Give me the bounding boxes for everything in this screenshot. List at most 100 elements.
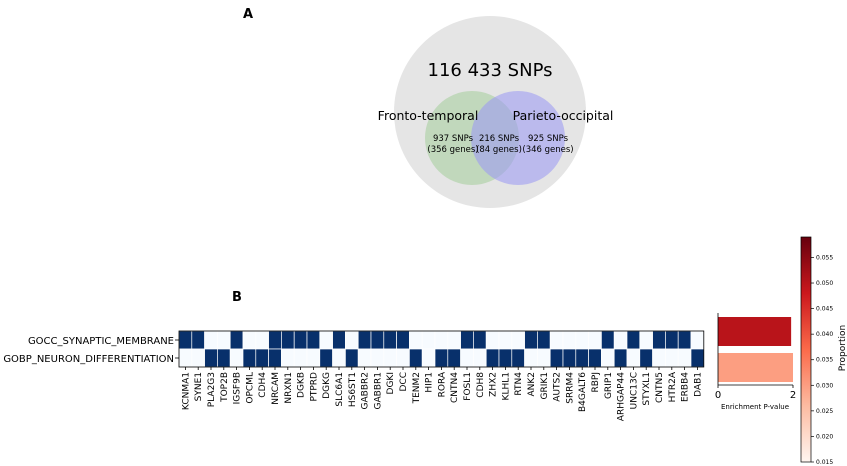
heatmap-cell <box>537 330 551 350</box>
gene-label: PTPRD <box>309 372 319 402</box>
heatmap-cell <box>601 330 615 350</box>
enrichment-x-tick-label: 0 <box>715 390 721 401</box>
gene-label: IGSF9B <box>233 372 243 404</box>
heatmap-cell <box>562 330 577 350</box>
venn-left-genes: (356 genes) <box>427 145 478 155</box>
venn-right-genes: (346 genes) <box>522 145 573 155</box>
venn-total-label: 116 433 SNPs <box>428 60 553 81</box>
gene-label: ZHX2 <box>489 372 499 397</box>
gene-label: HS6ST1 <box>348 372 358 407</box>
gene-label: SYNE1 <box>194 372 204 401</box>
panel-b-label: B <box>232 290 242 305</box>
gene-label: GRIP1 <box>604 372 614 399</box>
heatmap-cell <box>665 330 679 350</box>
gene-label: GABBR1 <box>373 372 383 409</box>
gene-label: UNC13C <box>629 372 639 409</box>
heatmap-cell <box>537 348 551 368</box>
heatmap-cell <box>626 330 641 350</box>
heatmap-cell <box>575 330 589 350</box>
heatmap-row-label-0: GOCC_SYNAPTIC_MEMBRANE <box>28 336 174 347</box>
gene-label: AUTS2 <box>553 372 563 402</box>
gene-label: HTR2A <box>668 371 678 402</box>
gene-label: RORA <box>437 371 447 397</box>
colorbar-scale <box>800 236 812 463</box>
gene-label: CNTN5 <box>655 372 665 403</box>
gene-label: FOSL1 <box>463 372 473 401</box>
gene-membership-heatmap <box>175 330 705 368</box>
colorbar-tick-label: 0.025 <box>816 408 833 415</box>
gene-label: GRIK1 <box>540 372 550 400</box>
heatmap-cell <box>217 348 231 368</box>
enrichment-bar <box>718 317 792 346</box>
heatmap-cell <box>601 348 615 368</box>
heatmap-cell <box>562 348 577 368</box>
heatmap-cell <box>306 348 321 368</box>
heatmap-cell <box>268 330 282 350</box>
gene-label: HIP1 <box>425 372 435 393</box>
colorbar-tick-label: 0.055 <box>816 254 833 261</box>
heatmap-cell <box>409 348 423 368</box>
enrichment-bar <box>718 353 793 382</box>
heatmap-cell <box>242 330 257 350</box>
heatmap-cell <box>652 348 666 368</box>
heatmap-cell <box>460 348 474 368</box>
heatmap-cell <box>191 330 205 350</box>
gene-label: NRXN1 <box>284 372 294 404</box>
heatmap-cell <box>421 348 436 368</box>
colorbar-tick-label: 0.020 <box>816 433 833 440</box>
heatmap-cell <box>357 348 372 368</box>
heatmap-cell <box>511 348 525 368</box>
heatmap-cell <box>524 330 538 350</box>
heatmap-cell <box>588 348 602 368</box>
heatmap-cell <box>255 330 269 350</box>
heatmap-cell <box>178 330 193 350</box>
venn-right-set-name: Parieto-occipital <box>513 108 614 123</box>
gene-label: B4GALT6 <box>578 372 588 412</box>
heatmap-cell <box>370 330 385 350</box>
gene-label: OPCML <box>245 372 255 404</box>
heatmap-cell <box>652 330 666 350</box>
gene-label: DAB1 <box>693 372 703 397</box>
gene-label: SLC6A1 <box>335 372 345 407</box>
heatmap-cell <box>357 330 372 350</box>
heatmap-cell <box>690 348 705 368</box>
heatmap-cell <box>588 330 602 350</box>
heatmap-cell <box>229 330 244 350</box>
heatmap-cell <box>242 348 257 368</box>
heatmap-cell <box>319 330 333 350</box>
gene-label: TENM2 <box>412 372 422 404</box>
panel-a-label: A <box>243 7 253 22</box>
venn-overlap-genes: (84 genes) <box>476 145 522 155</box>
heatmap-cell <box>434 330 449 350</box>
heatmap-cell <box>677 348 692 368</box>
gene-label: NRCAM <box>271 372 281 405</box>
heatmap-cell <box>191 348 205 368</box>
heatmap-cell <box>447 330 461 350</box>
gene-label: RTN4 <box>514 372 524 396</box>
heatmap-cell <box>217 330 231 350</box>
heatmap-cell <box>626 348 641 368</box>
heatmap-cell <box>383 330 397 350</box>
gene-label: CNTN4 <box>450 372 460 403</box>
gene-label: SRRM4 <box>565 372 575 404</box>
colorbar-label: Proportion <box>838 325 847 371</box>
heatmap-cell <box>549 330 564 350</box>
venn-overlap-snps: 216 SNPs <box>479 134 520 144</box>
heatmap-cell <box>460 330 474 350</box>
venn-right-circle <box>471 91 565 185</box>
heatmap-cell <box>332 348 346 368</box>
heatmap-cell <box>204 330 218 350</box>
gene-label: DGKI <box>386 372 396 394</box>
gene-labels: KCNMA1 SYNE1 PLA2G3 TOP2B IGSF9B OPCML CDH4 NRC… <box>181 367 703 421</box>
venn-left-set-name: Fronto-temporal <box>378 108 479 123</box>
heatmap-cell <box>498 330 513 350</box>
heatmap-cell <box>639 348 653 368</box>
colorbar-tick-label: 0.035 <box>816 357 833 364</box>
heatmap-cell <box>396 330 410 350</box>
heatmap-cell <box>677 330 692 350</box>
heatmap-cell <box>613 330 628 350</box>
heatmap-cell <box>473 330 487 350</box>
heatmap-cell <box>421 330 436 350</box>
heatmap-cell <box>613 348 628 368</box>
gene-label: DCC <box>399 372 409 392</box>
